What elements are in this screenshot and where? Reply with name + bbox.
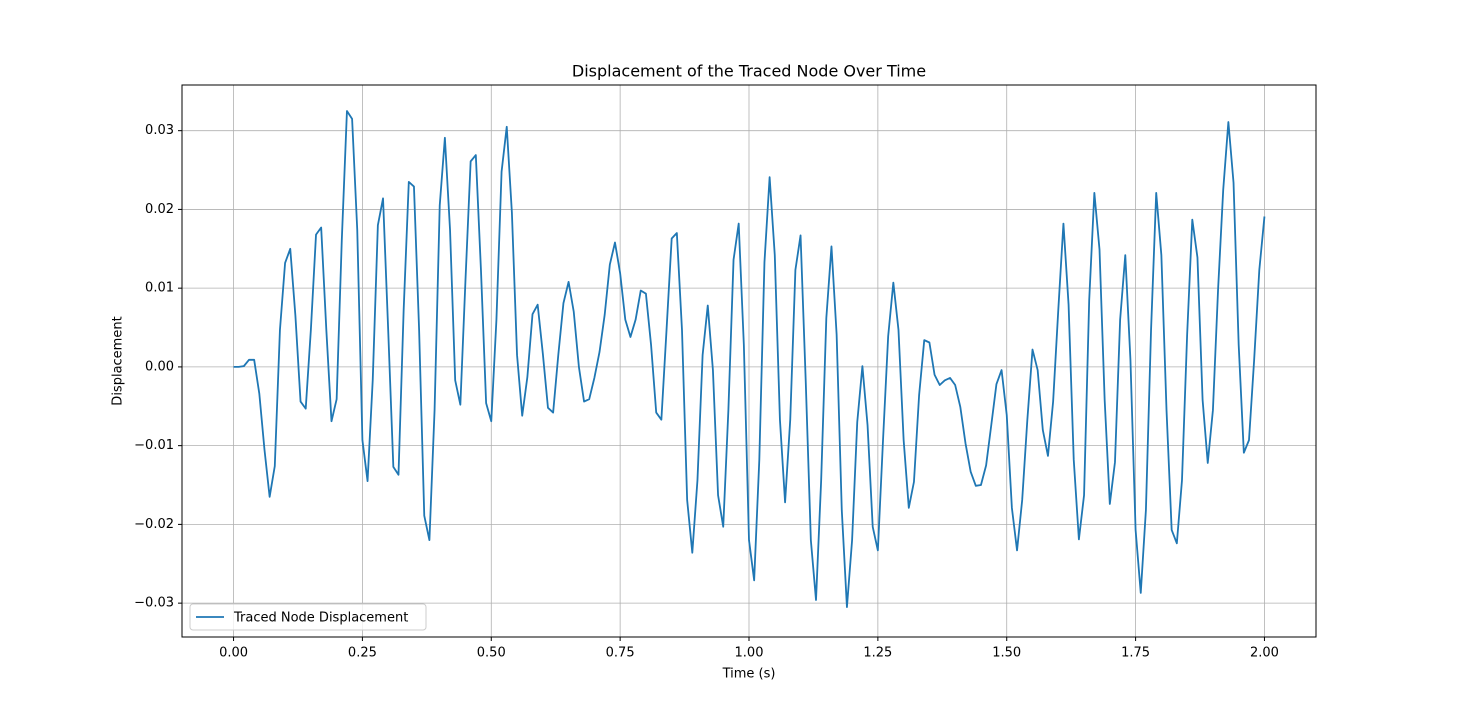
y-tick-label: −0.03: [134, 596, 174, 611]
x-tick-label: 0.00: [219, 646, 248, 661]
y-tick-label: 0.03: [145, 123, 174, 138]
x-axis-label: Time (s): [722, 667, 776, 682]
y-tick-label: 0.01: [145, 281, 174, 296]
y-tick-label: −0.02: [134, 517, 174, 532]
x-tick-label: 1.25: [863, 646, 892, 661]
x-tick-label: 2.00: [1250, 646, 1279, 661]
x-tick-label: 0.50: [477, 646, 506, 661]
x-tick-label: 1.00: [735, 646, 764, 661]
chart-title: Displacement of the Traced Node Over Tim…: [572, 62, 926, 81]
legend-label: Traced Node Displacement: [233, 611, 408, 626]
x-tick-label: 0.75: [606, 646, 635, 661]
plot-frame: [181, 84, 1317, 638]
y-axis-label: Displacement: [111, 316, 126, 405]
y-tick-label: 0.02: [145, 202, 174, 217]
y-tick-label: 0.00: [145, 359, 174, 374]
x-tick-label: 0.25: [348, 646, 377, 661]
x-tick-label: 1.75: [1121, 646, 1150, 661]
legend: Traced Node Displacement: [189, 603, 427, 631]
y-tick-label: −0.01: [134, 438, 174, 453]
line: [233, 110, 1266, 608]
x-tick-label: 1.50: [992, 646, 1021, 661]
legend-box: [189, 603, 427, 631]
